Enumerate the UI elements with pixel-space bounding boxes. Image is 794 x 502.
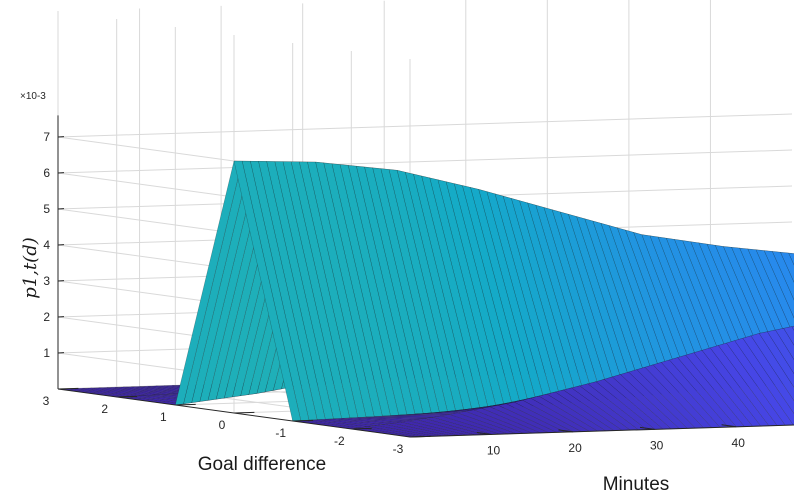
y-tick-label: 3	[43, 394, 50, 408]
surface-patch	[766, 329, 794, 375]
y-axis-label: Goal difference	[198, 454, 327, 475]
z-axis-label: p1,t(d)	[20, 237, 41, 299]
z-tick-label: 2	[43, 310, 50, 324]
x-tick-label: 30	[650, 438, 664, 452]
grid-line	[57, 149, 793, 174]
y-tick	[175, 403, 196, 406]
z-tick-label: 6	[43, 166, 50, 180]
y-tick	[57, 387, 79, 390]
z-tick-label: 5	[43, 202, 50, 216]
y-tick	[351, 427, 372, 430]
z-tick-label: 4	[43, 238, 50, 252]
y-tick-label: -2	[334, 434, 345, 448]
y-tick-label: 2	[101, 402, 108, 416]
x-tick-label: 20	[568, 441, 582, 455]
x-tick	[639, 426, 655, 430]
x-tick	[721, 424, 737, 428]
z-tick-label: 1	[43, 346, 50, 360]
z-tick-label: 3	[43, 274, 50, 288]
y-tick	[409, 435, 431, 438]
z-axis-exponent: ×10-3	[20, 91, 46, 102]
y-tick	[292, 419, 314, 422]
surface-patch	[775, 328, 794, 361]
x-axis-line	[409, 424, 794, 438]
x-tick	[476, 431, 492, 435]
surface-layer	[57, 160, 794, 438]
y-tick	[233, 411, 255, 414]
x-axis-label: Minutes	[603, 474, 670, 495]
y-tick	[116, 395, 138, 398]
y-tick-label: -1	[275, 426, 286, 440]
x-tick	[558, 429, 574, 433]
x-tick-label: 10	[487, 443, 501, 457]
x-tick-label: 40	[732, 436, 746, 450]
surface-patch	[758, 331, 794, 388]
surface-patch	[783, 326, 794, 346]
y-tick-label: 0	[219, 418, 226, 432]
y-tick-label: -3	[393, 442, 404, 456]
z-tick-label: 7	[43, 130, 50, 144]
y-tick-label: 1	[160, 410, 167, 424]
grid-line	[57, 113, 793, 138]
